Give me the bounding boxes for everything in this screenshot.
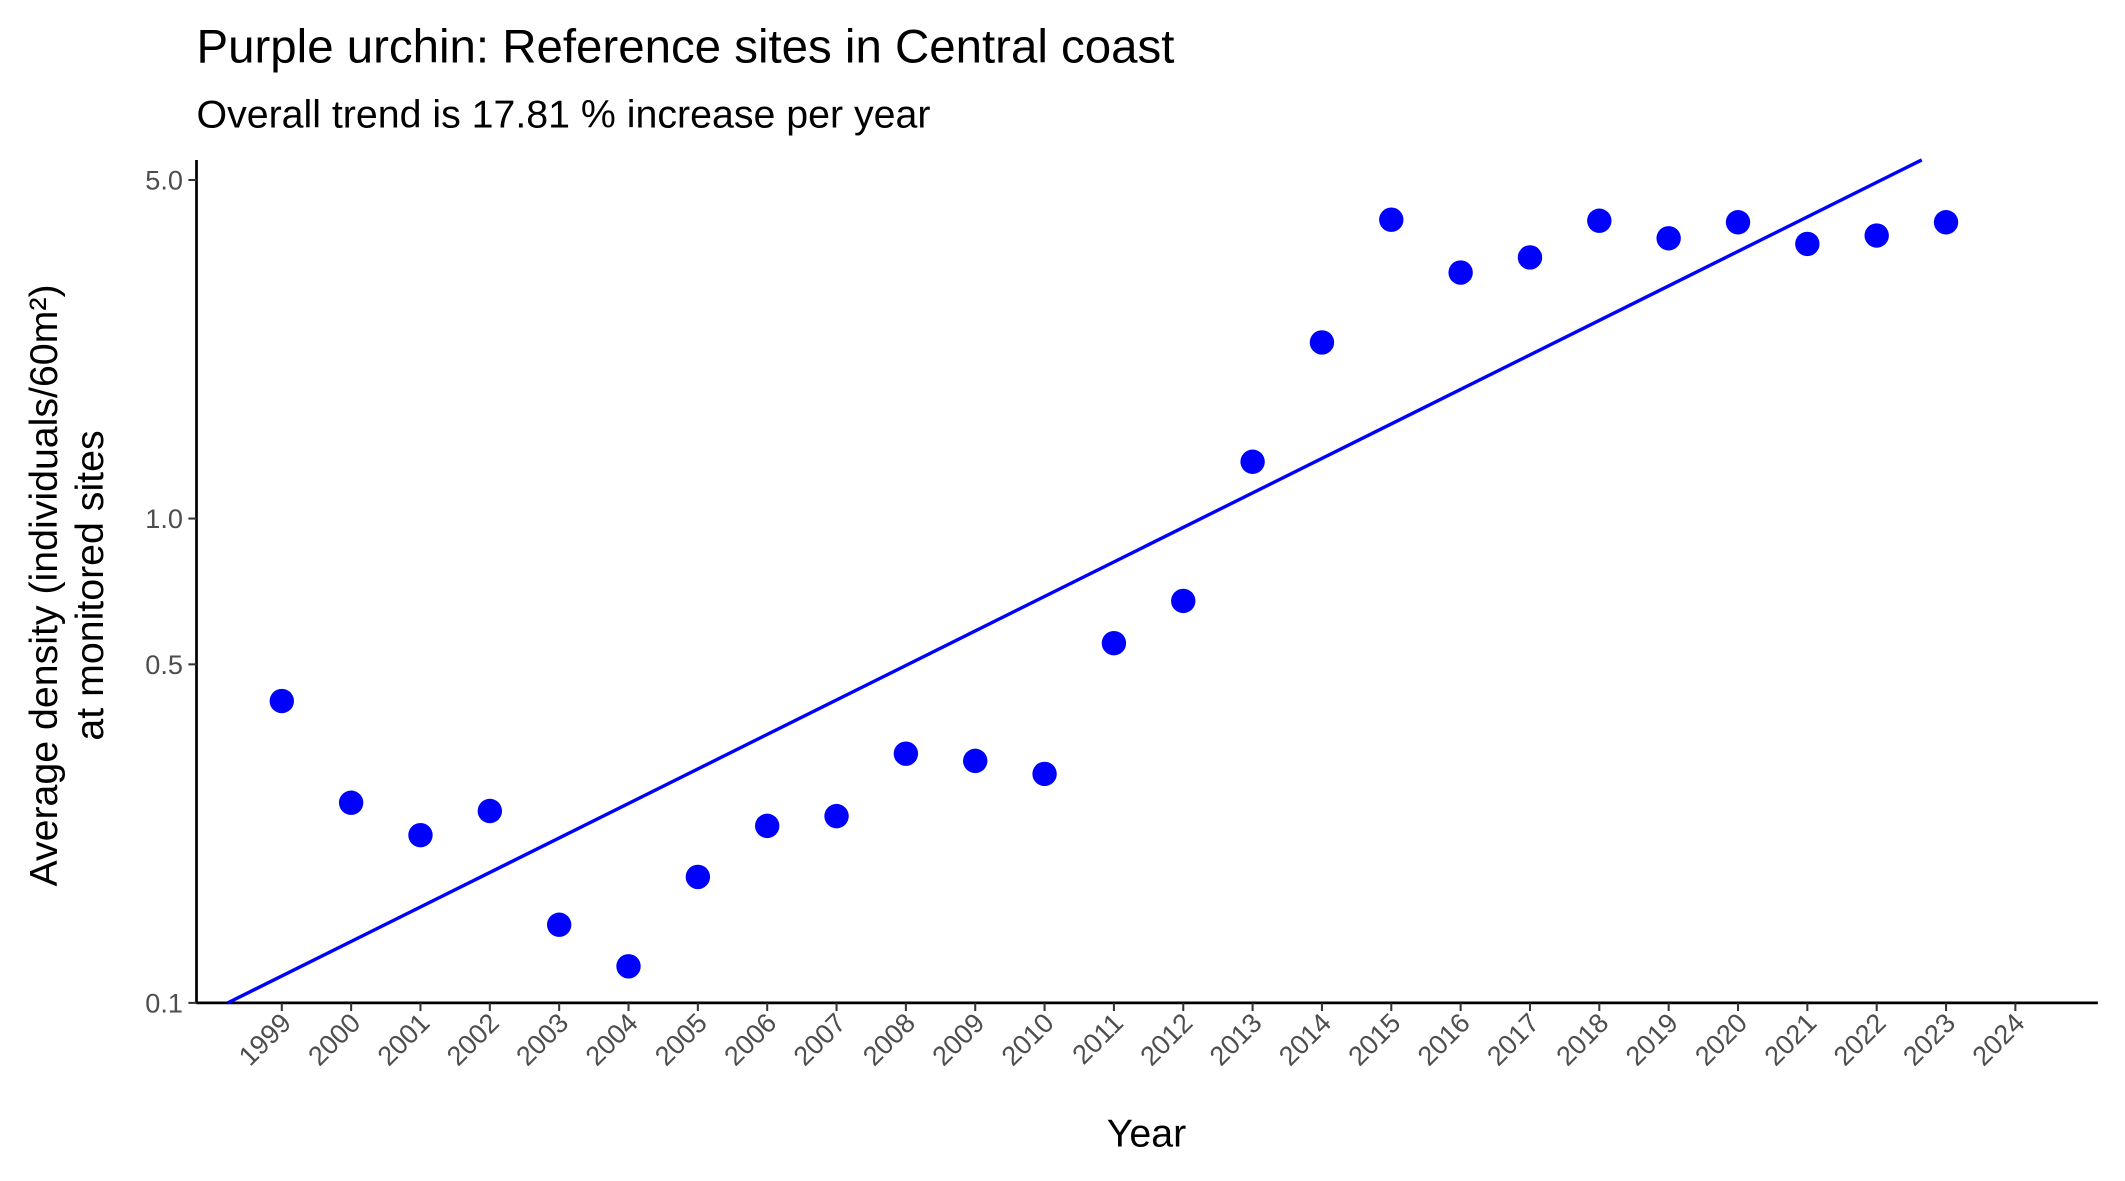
- x-tick-label: 1999: [232, 1007, 297, 1072]
- x-tick-label: 2020: [1689, 1007, 1754, 1072]
- x-tick-label: 2014: [1272, 1007, 1337, 1072]
- point: [893, 741, 919, 766]
- x-tick-label: 2006: [718, 1007, 783, 1072]
- x-tick-label: 2009: [926, 1007, 991, 1072]
- point: [1171, 588, 1196, 614]
- x-axis-title: Year: [1107, 1112, 1186, 1156]
- x-tick-label: 2010: [995, 1007, 1060, 1072]
- x-tick-label: 2008: [856, 1007, 921, 1072]
- x-tick-label: 2019: [1619, 1007, 1684, 1072]
- x-tick-label: 2024: [1966, 1007, 2031, 1072]
- x-tick-label: 2021: [1758, 1007, 1823, 1072]
- point: [824, 803, 849, 829]
- point: [1309, 330, 1335, 355]
- y-axis-title: at monitored sites: [68, 430, 112, 740]
- point: [1864, 223, 1889, 248]
- x-tick-label: 2007: [787, 1007, 852, 1072]
- point: [1101, 630, 1127, 656]
- point: [1032, 761, 1057, 787]
- point: [616, 954, 641, 979]
- point: [1933, 210, 1959, 235]
- point: [1448, 260, 1473, 285]
- point: [1725, 210, 1751, 235]
- point: [685, 864, 711, 890]
- x-tick-label: 2018: [1550, 1007, 1615, 1072]
- x-tick-label: 2005: [648, 1007, 713, 1072]
- point: [1587, 208, 1612, 233]
- x-tick-label: 2003: [510, 1007, 575, 1072]
- x-tick-label: 2002: [440, 1007, 505, 1072]
- x-tick-label: 2013: [1203, 1007, 1268, 1072]
- x-tick-label: 2011: [1066, 1007, 1129, 1070]
- point: [1240, 449, 1265, 474]
- y-tick-label: 1.0: [145, 503, 183, 534]
- point: [269, 688, 294, 714]
- point: [963, 748, 988, 774]
- y-tick-label: 0.5: [145, 649, 183, 680]
- x-tick-label: 2015: [1342, 1007, 1407, 1072]
- point: [338, 790, 364, 815]
- point: [755, 813, 780, 839]
- point: [408, 822, 433, 848]
- x-tick-label: 2004: [579, 1007, 644, 1072]
- point: [546, 912, 572, 937]
- chart-subtitle: Overall trend is 17.81 % increase per ye…: [197, 92, 931, 136]
- x-tick-label: 2000: [302, 1007, 367, 1072]
- point: [1656, 226, 1681, 251]
- point: [1517, 245, 1543, 270]
- x-tick-label: 2023: [1897, 1007, 1962, 1072]
- x-tick-label: 2016: [1411, 1007, 1476, 1072]
- x-tick-label: 2017: [1481, 1007, 1546, 1072]
- x-tick-label: 2022: [1827, 1007, 1892, 1072]
- point: [1795, 231, 1820, 257]
- chart-title: Purple urchin: Reference sites in Centra…: [197, 20, 1175, 73]
- trend-line: [226, 158, 1923, 1005]
- y-axis-title: Average density (individuals/60m²): [22, 284, 66, 886]
- y-tick-label: 5.0: [145, 164, 183, 195]
- y-tick-label: 0.1: [145, 987, 183, 1018]
- point: [1379, 207, 1404, 232]
- x-tick-label: 2012: [1134, 1007, 1199, 1072]
- point: [477, 798, 503, 824]
- x-tick-label: 2001: [371, 1007, 436, 1072]
